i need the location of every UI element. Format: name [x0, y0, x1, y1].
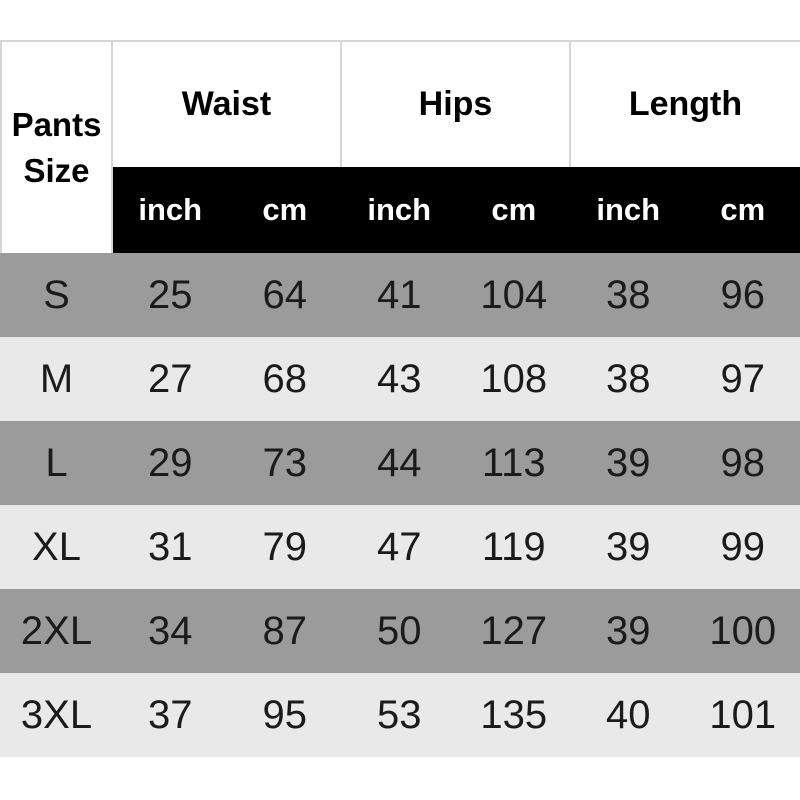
unit-header-length-cm: cm [685, 167, 800, 253]
value-cell: 99 [685, 505, 800, 589]
column-group-header-waist: Waist [113, 42, 342, 167]
column-group-header-length: Length [571, 42, 800, 167]
size-label: S [0, 253, 113, 337]
value-cell: 73 [227, 421, 342, 505]
unit-header-waist-inch: inch [113, 167, 228, 253]
value-cell: 44 [342, 421, 457, 505]
value-cell: 113 [456, 421, 571, 505]
unit-header-length-inch: inch [571, 167, 686, 253]
value-cell: 135 [456, 673, 571, 757]
column-group-header-hips: Hips [342, 42, 571, 167]
value-cell: 43 [342, 337, 457, 421]
value-cell: 98 [685, 421, 800, 505]
value-cell: 39 [571, 589, 686, 673]
unit-header-hips-inch: inch [342, 167, 457, 253]
size-label: 3XL [0, 673, 113, 757]
value-cell: 39 [571, 421, 686, 505]
value-cell: 95 [227, 673, 342, 757]
value-cell: 40 [571, 673, 686, 757]
value-cell: 101 [685, 673, 800, 757]
value-cell: 47 [342, 505, 457, 589]
value-cell: 37 [113, 673, 228, 757]
value-cell: 38 [571, 337, 686, 421]
value-cell: 64 [227, 253, 342, 337]
value-cell: 100 [685, 589, 800, 673]
size-label: M [0, 337, 113, 421]
unit-header-hips-cm: cm [456, 167, 571, 253]
value-cell: 53 [342, 673, 457, 757]
size-label: XL [0, 505, 113, 589]
size-label: L [0, 421, 113, 505]
value-cell: 34 [113, 589, 228, 673]
value-cell: 50 [342, 589, 457, 673]
value-cell: 31 [113, 505, 228, 589]
value-cell: 97 [685, 337, 800, 421]
value-cell: 127 [456, 589, 571, 673]
value-cell: 87 [227, 589, 342, 673]
value-cell: 79 [227, 505, 342, 589]
unit-header-waist-cm: cm [227, 167, 342, 253]
pants-size-corner-header: Pants Size [0, 42, 113, 253]
value-cell: 108 [456, 337, 571, 421]
value-cell: 68 [227, 337, 342, 421]
value-cell: 96 [685, 253, 800, 337]
value-cell: 41 [342, 253, 457, 337]
value-cell: 29 [113, 421, 228, 505]
size-label: 2XL [0, 589, 113, 673]
value-cell: 38 [571, 253, 686, 337]
value-cell: 39 [571, 505, 686, 589]
value-cell: 25 [113, 253, 228, 337]
value-cell: 119 [456, 505, 571, 589]
value-cell: 27 [113, 337, 228, 421]
pants-size-chart-table: Pants Size Waist Hips Length inch cm inc… [0, 40, 800, 757]
value-cell: 104 [456, 253, 571, 337]
